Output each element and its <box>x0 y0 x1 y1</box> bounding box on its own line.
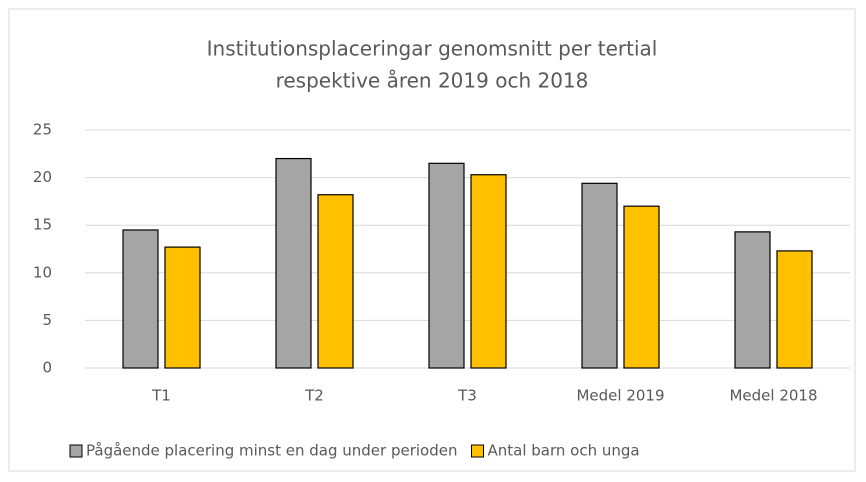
y-tick-label: 25 <box>33 121 52 139</box>
bar <box>623 205 660 369</box>
y-tick-label: 20 <box>33 168 52 186</box>
bar <box>317 194 354 369</box>
bar <box>734 231 771 369</box>
x-tick-label: T1 <box>151 387 171 405</box>
legend-swatch <box>69 444 83 458</box>
y-tick-label: 0 <box>42 359 52 377</box>
y-tick-label: 5 <box>42 311 52 329</box>
bar <box>122 229 159 369</box>
bar <box>428 162 465 369</box>
bar <box>275 157 312 369</box>
legend-label: Antal barn och unga <box>488 442 640 460</box>
x-tick-label: Medel 2019 <box>576 387 664 405</box>
x-tick-label: T2 <box>304 387 324 405</box>
chart-title: Institutionsplaceringar genomsnitt per t… <box>207 37 658 61</box>
x-tick-label: T3 <box>457 387 477 405</box>
bar <box>776 250 813 369</box>
y-tick-label: 15 <box>33 216 52 234</box>
legend-label: Pågående placering minst en dag under pe… <box>86 442 458 460</box>
y-tick-label: 10 <box>33 263 52 281</box>
x-tick-label: Medel 2018 <box>729 387 817 405</box>
bar <box>164 246 201 369</box>
chart-title: respektive åren 2019 och 2018 <box>276 69 589 93</box>
legend-swatch <box>471 444 484 458</box>
bar <box>470 174 507 369</box>
bar <box>581 182 618 369</box>
